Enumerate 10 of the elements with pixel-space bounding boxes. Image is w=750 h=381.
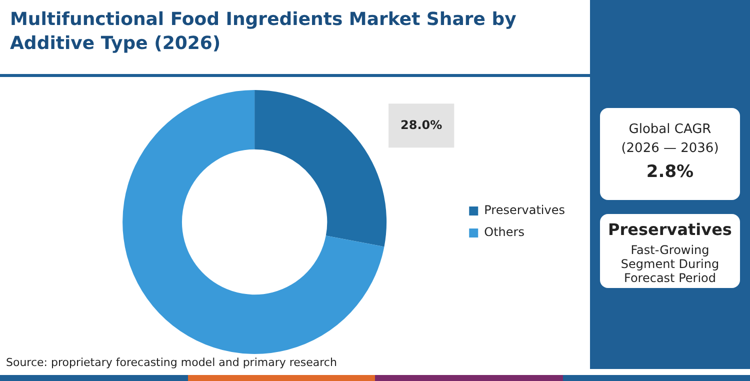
text: Global CAGR — [628, 122, 712, 137]
legend-label: Others — [484, 225, 524, 240]
text: Preservatives — [607, 220, 733, 239]
legend-label: Preservatives — [484, 203, 566, 218]
data-label: 28.0% — [400, 118, 442, 132]
source-note: Source: proprietary forecasting model and primary research — [6, 356, 337, 369]
chart-title: Multifunctional Food Ingredients Market Share by Additive Type (2026) — [10, 8, 518, 56]
text: Fast-Growing Segment During Forecast Period — [620, 243, 720, 285]
text: 2.8% — [645, 162, 695, 182]
text: (2026 — 2036) — [620, 141, 720, 156]
